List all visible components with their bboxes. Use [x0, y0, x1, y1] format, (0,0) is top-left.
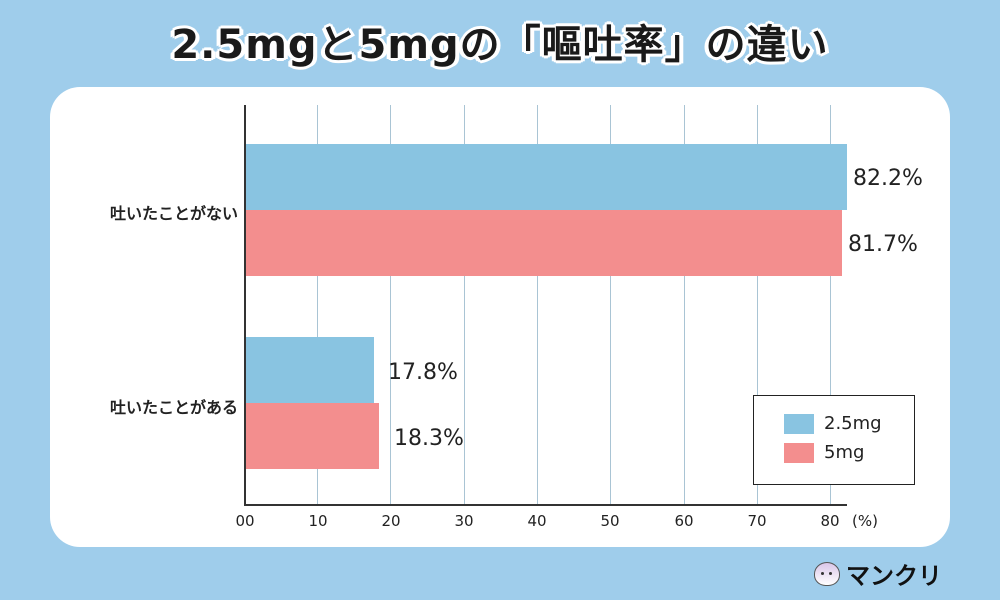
brand-logo: マンクリ: [814, 556, 942, 591]
x-tick: 40: [527, 512, 547, 530]
category-label: 吐いたことがある: [109, 398, 238, 417]
x-axis: [244, 504, 847, 506]
x-tick: 20: [381, 512, 401, 530]
x-tick: 10: [308, 512, 328, 530]
x-tick: 50: [600, 512, 620, 530]
legend-item-2.5mg: 2.5mg: [784, 413, 882, 434]
legend-swatch-pink: [784, 442, 814, 463]
bar-never-5mg: [246, 210, 842, 276]
legend-item-5mg: 5mg: [784, 442, 864, 463]
legend-label: 5mg: [824, 442, 865, 463]
x-tick: 80: [820, 512, 840, 530]
x-tick: 60: [674, 512, 694, 530]
legend: 2.5mg 5mg: [753, 395, 915, 485]
brand-name: マンクリ: [846, 562, 942, 590]
legend-swatch-blue: [784, 413, 814, 434]
gridline-30: [464, 105, 465, 504]
plot-area: [244, 105, 847, 506]
x-tick: 70: [747, 512, 767, 530]
data-label: 18.3%: [394, 426, 464, 451]
y-axis: [244, 105, 246, 504]
data-label: 82.2%: [853, 166, 923, 191]
gridline-20: [390, 105, 391, 504]
gridline-80: [830, 105, 831, 504]
category-label: 吐いたことがない: [109, 204, 238, 223]
x-axis-unit: (%): [852, 512, 878, 530]
gridline-70: [757, 105, 758, 504]
data-label: 81.7%: [848, 232, 918, 257]
gridline-40: [537, 105, 538, 504]
x-tick: 00: [235, 512, 255, 530]
gridline-50: [610, 105, 611, 504]
gridline-10: [317, 105, 318, 504]
bar-ever-5mg: [246, 403, 379, 469]
bar-ever-2.5mg: [246, 337, 374, 403]
mascot-icon: [814, 561, 840, 586]
gridline-60: [684, 105, 685, 504]
legend-label: 2.5mg: [824, 413, 882, 434]
chart-title: 2.5mgと5mgの「嘔吐率」の違い: [171, 22, 829, 68]
data-label: 17.8%: [388, 360, 458, 385]
x-tick: 30: [454, 512, 474, 530]
bar-never-2.5mg: [246, 144, 847, 210]
